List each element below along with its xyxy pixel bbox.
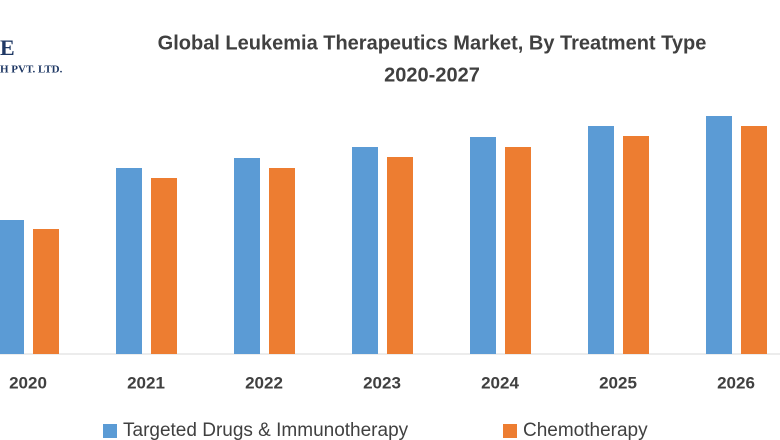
x-tick-label: 2025 — [599, 373, 637, 392]
bar — [588, 126, 614, 354]
bar — [505, 147, 531, 354]
x-tick-label: 2023 — [363, 373, 401, 392]
bar — [623, 136, 649, 354]
chart-title: Global Leukemia Therapeutics Market, By … — [158, 32, 707, 54]
bar — [470, 137, 496, 354]
bar — [151, 178, 177, 354]
legend-swatch — [103, 424, 117, 438]
bar — [269, 168, 295, 354]
x-tick-label: 2024 — [481, 373, 519, 392]
x-tick-label: 2020 — [9, 373, 47, 392]
logo-mark: E — [0, 35, 15, 60]
bar — [116, 168, 142, 354]
bar — [741, 126, 767, 354]
chart-subtitle: 2020-2027 — [384, 64, 480, 86]
legend-label: Targeted Drugs & Immunotherapy — [123, 420, 409, 440]
x-tick-label: 2026 — [717, 373, 755, 392]
bar — [0, 220, 24, 354]
bar — [33, 229, 59, 354]
bar — [234, 158, 260, 354]
x-tick-label: 2021 — [127, 373, 165, 392]
legend-swatch — [503, 424, 517, 438]
bar — [706, 116, 732, 354]
logo-text: H PVT. LTD. — [0, 64, 63, 76]
legend-label: Chemotherapy — [523, 420, 648, 440]
x-tick-label: 2022 — [245, 373, 283, 392]
bar — [352, 147, 378, 354]
bar — [387, 157, 413, 354]
